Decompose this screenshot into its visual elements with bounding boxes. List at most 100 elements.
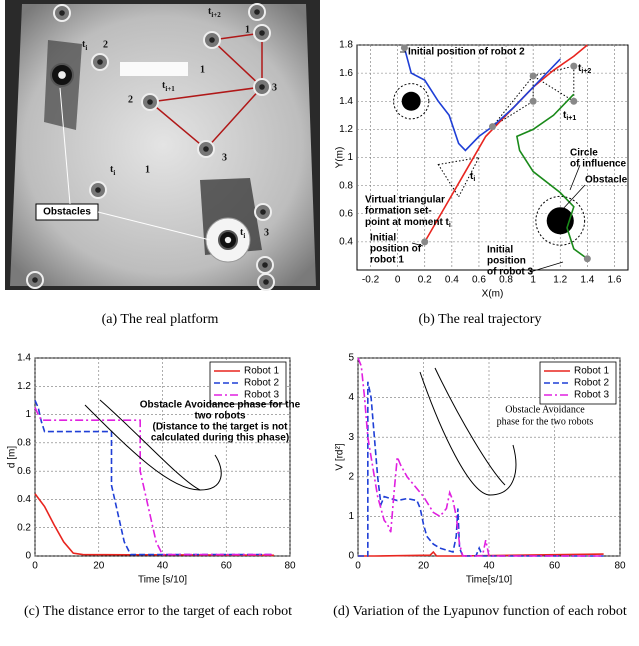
y-tick-label: 1 (348, 511, 354, 522)
x-tick-label: 80 (284, 561, 296, 572)
x-tick-label: 0 (32, 561, 38, 572)
y-tick-label: 0 (25, 551, 31, 562)
x-tick-label: 0.6 (472, 275, 486, 286)
robot-center (59, 10, 65, 16)
y-tick-label: 0.6 (17, 466, 31, 477)
robot-center (147, 99, 153, 105)
legend-label: Robot 2 (244, 378, 279, 389)
y-axis-label: V [rd²] (335, 443, 346, 470)
photo-label: 3 (222, 152, 227, 163)
photo-label-sub: i+2 (211, 11, 221, 19)
x-tick-label: 1.6 (607, 275, 621, 286)
x-tick-label: -0.2 (362, 275, 380, 286)
annotation: formation set- (365, 206, 432, 217)
waypoint (489, 123, 496, 130)
photo-label: 1 (245, 24, 250, 35)
x-axis-label: Time [s/10] (138, 575, 187, 586)
y-tick-label: 1.2 (17, 381, 31, 392)
x-axis-label: Time[s/10] (466, 575, 513, 586)
annotation: point at moment ti (365, 217, 451, 229)
waypoint (570, 63, 577, 70)
annotation-base: point at moment t (365, 217, 450, 228)
x-axis-label: X(m) (482, 289, 504, 300)
y-axis-label: d [m] (7, 446, 18, 468)
waypoint (584, 255, 591, 262)
annotation: Initial (487, 245, 513, 256)
annotation: Virtual triangular (365, 195, 445, 206)
y-tick-label: 1.2 (339, 124, 353, 135)
photo-label: 1 (145, 164, 150, 175)
photo-label-sub: i+1 (165, 85, 175, 93)
x-tick-label: 0.2 (418, 275, 432, 286)
caption: (a) The real platform (10, 311, 310, 328)
annotation: phase for the two robots (497, 416, 594, 427)
caption: (d) Variation of the Lyapunov function o… (322, 603, 638, 620)
y-tick-label: 1.4 (17, 353, 31, 364)
robot-center (95, 187, 101, 193)
robot-center (262, 262, 268, 268)
waypoint (421, 238, 428, 245)
y-tick-label: 1.8 (339, 40, 353, 51)
y-tick-label: 1 (25, 409, 31, 420)
y-tick-label: 0.6 (339, 208, 353, 219)
x-tick-label: 0 (355, 561, 361, 572)
photo-label-sub: i (113, 169, 115, 177)
legend-label: Robot 2 (574, 378, 609, 389)
y-tick-label: 0.2 (17, 522, 31, 533)
waypoint (401, 44, 408, 51)
photo-label: 2 (103, 39, 108, 50)
photo-label-sub: i (85, 44, 87, 52)
annotation-sub: i (449, 222, 451, 229)
x-tick-label: 0.4 (445, 275, 459, 286)
x-tick-label: 20 (93, 561, 105, 572)
x-tick-label: 40 (157, 561, 169, 572)
y-tick-label: 0.8 (17, 437, 31, 448)
photo-label: 2 (128, 94, 133, 105)
annotation: Initial position of robot 2 (408, 47, 525, 58)
callout-label: Obstacles (43, 207, 91, 218)
waypoint (570, 98, 577, 105)
x-tick-label: 20 (418, 561, 430, 572)
annotation: Obstacle Avoidance (505, 404, 585, 415)
annotation: two robots (194, 411, 246, 422)
legend-label: Robot 3 (574, 390, 609, 401)
legend-label: Robot 1 (574, 366, 609, 377)
robot-center (225, 237, 231, 243)
robot-center (254, 9, 260, 15)
obstacle (402, 92, 421, 111)
annotation: Obstacle (585, 175, 628, 186)
annotation: Circle (570, 148, 598, 159)
annotation-sub: i+1 (566, 115, 576, 122)
x-tick-label: 80 (614, 561, 626, 572)
robot-center (58, 71, 66, 79)
annotation: Obstacle Avoidance phase for the (140, 400, 301, 411)
y-tick-label: 1 (347, 152, 353, 163)
robot-center (260, 209, 266, 215)
y-axis-label: Y(m) (335, 147, 346, 169)
x-tick-label: 1.4 (580, 275, 594, 286)
annotation-sub: i+2 (581, 68, 591, 75)
robot-center (209, 37, 215, 43)
annotation: (Distance to the target is not (152, 422, 288, 433)
robot-center (259, 84, 265, 90)
legend-label: Robot 1 (244, 366, 279, 377)
x-tick-label: 0 (395, 275, 401, 286)
robot-center (259, 30, 265, 36)
robot-center (263, 279, 269, 285)
x-tick-label: 40 (483, 561, 495, 572)
annotation: of robot 3 (487, 267, 534, 278)
photo-label-sub: i (243, 232, 245, 240)
annotation: Initial (370, 233, 396, 244)
annotation-sub: i (473, 176, 475, 183)
y-tick-label: 1.6 (339, 68, 353, 79)
photo-label: 1 (200, 64, 205, 75)
x-tick-label: 60 (221, 561, 233, 572)
robot-center (97, 59, 103, 65)
annotation: position of (370, 244, 422, 255)
y-tick-label: 1.4 (339, 96, 353, 107)
y-tick-label: 3 (348, 432, 354, 443)
waypoint (530, 98, 537, 105)
photo-label: 3 (264, 227, 269, 238)
annotation: position (487, 256, 526, 267)
x-tick-label: 1.2 (553, 275, 567, 286)
